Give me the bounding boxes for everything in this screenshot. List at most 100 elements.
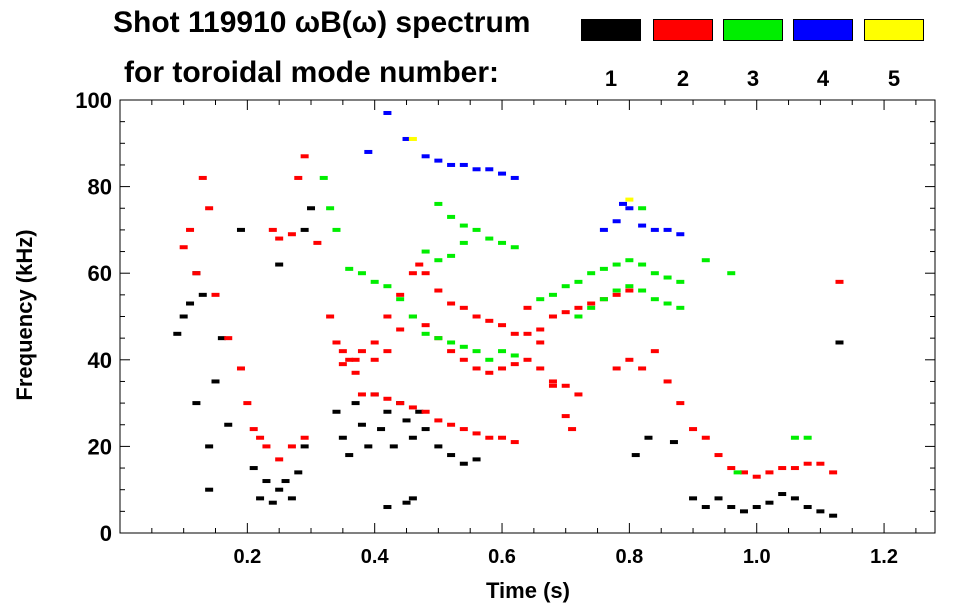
point-mode-1-33 [389, 444, 398, 449]
point-mode-2-98 [765, 470, 774, 475]
point-mode-1-22 [300, 227, 309, 232]
point-mode-2-51 [370, 357, 379, 362]
point-mode-3-4 [357, 271, 366, 276]
point-mode-2-1 [186, 227, 195, 232]
point-mode-1-21 [275, 262, 284, 267]
point-mode-3-6 [383, 284, 392, 289]
point-mode-3-34 [612, 262, 621, 267]
point-mode-2-74 [434, 418, 443, 423]
point-mode-2-39 [510, 331, 519, 336]
legend-label-mode-2: 2 [676, 66, 690, 91]
point-mode-2-82 [536, 340, 545, 345]
point-mode-2-25 [351, 357, 360, 362]
y-tick-label: 60 [88, 261, 112, 286]
x-axis-label: Time (s) [486, 578, 570, 603]
point-mode-2-84 [561, 414, 570, 419]
point-mode-2-52 [383, 349, 392, 354]
point-mode-2-31 [415, 262, 424, 267]
point-mode-3-36 [638, 262, 647, 267]
point-mode-2-88 [638, 366, 647, 371]
point-mode-2-12 [275, 457, 284, 462]
point-mode-1-15 [268, 500, 277, 505]
point-mode-1-24 [332, 409, 341, 414]
point-mode-2-24 [345, 357, 354, 362]
point-mode-1-28 [357, 422, 366, 427]
point-mode-3-26 [498, 240, 507, 245]
point-mode-3-24 [472, 227, 481, 232]
point-mode-2-3 [198, 175, 207, 180]
point-mode-2-53 [396, 327, 405, 332]
point-mode-4-8 [485, 167, 494, 172]
point-mode-5-1 [625, 197, 634, 202]
point-mode-2-27 [370, 340, 379, 345]
point-mode-4-3 [421, 154, 430, 159]
point-mode-2-15 [268, 227, 277, 232]
point-mode-2-69 [370, 392, 379, 397]
point-mode-2-32 [421, 271, 430, 276]
point-mode-1-8 [211, 379, 220, 384]
point-mode-2-101 [803, 461, 812, 466]
point-mode-1-0 [173, 331, 182, 336]
point-mode-2-61 [498, 366, 507, 371]
point-mode-3-3 [345, 266, 354, 271]
point-mode-2-29 [396, 292, 405, 297]
point-mode-2-43 [561, 310, 570, 315]
point-mode-1-16 [275, 487, 284, 492]
point-mode-3-17 [421, 249, 430, 254]
point-mode-2-8 [243, 401, 252, 406]
legend-label-mode-5: 5 [887, 66, 901, 91]
point-mode-2-26 [357, 349, 366, 354]
point-mode-3-20 [459, 240, 468, 245]
point-mode-1-37 [415, 409, 424, 414]
chart-title-line1: Shot 119910 ωB(ω) spectrum [113, 6, 531, 39]
point-mode-1-53 [739, 509, 748, 514]
point-mode-3-45 [638, 288, 647, 293]
point-mode-1-35 [402, 418, 411, 423]
point-mode-3-5 [370, 279, 379, 284]
point-mode-1-12 [249, 466, 258, 471]
point-mode-3-29 [548, 292, 557, 297]
point-mode-1-49 [689, 496, 698, 501]
point-mode-4-10 [510, 175, 519, 180]
point-mode-4-11 [599, 227, 608, 232]
point-mode-3-8 [408, 314, 417, 319]
point-mode-2-42 [548, 314, 557, 319]
point-mode-1-5 [198, 292, 207, 297]
point-mode-2-89 [650, 349, 659, 354]
x-tick-label: 1.0 [743, 546, 771, 568]
point-mode-3-46 [650, 297, 659, 302]
legend-swatch-mode-4 [793, 19, 853, 41]
point-mode-2-59 [472, 366, 481, 371]
point-mode-1-45 [408, 496, 417, 501]
y-tick-label: 0 [100, 521, 112, 546]
legend-label-mode-1: 1 [604, 66, 618, 91]
y-axis-label: Frequency (kHz) [12, 229, 37, 400]
point-mode-2-35 [459, 305, 468, 310]
point-mode-1-36 [408, 435, 417, 440]
point-mode-1-43 [383, 505, 392, 510]
point-mode-2-85 [568, 427, 577, 432]
point-mode-3-0 [319, 175, 328, 180]
point-mode-2-18 [294, 175, 303, 180]
point-mode-1-41 [459, 461, 468, 466]
legend-swatch-mode-1 [581, 19, 641, 41]
point-mode-1-17 [281, 479, 290, 484]
point-mode-1-25 [338, 435, 347, 440]
point-mode-3-39 [676, 279, 685, 284]
point-mode-4-2 [402, 136, 411, 141]
point-mode-4-15 [638, 223, 647, 228]
point-mode-2-38 [498, 323, 507, 328]
point-mode-3-35 [625, 258, 634, 263]
point-mode-3-47 [663, 301, 672, 306]
y-tick-label: 40 [88, 348, 112, 373]
point-mode-2-45 [587, 301, 596, 306]
axes-layer: 0.2 0.4 0.6 0.8 1.0 1.2 0 20 40 60 80 100 [75, 88, 936, 568]
point-mode-4-7 [472, 167, 481, 172]
legend-swatch-mode-3 [723, 19, 783, 41]
point-mode-3-27 [510, 245, 519, 250]
point-mode-2-91 [676, 401, 685, 406]
point-mode-1-9 [217, 336, 226, 341]
point-mode-3-51 [727, 271, 736, 276]
point-mode-2-37 [485, 318, 494, 323]
